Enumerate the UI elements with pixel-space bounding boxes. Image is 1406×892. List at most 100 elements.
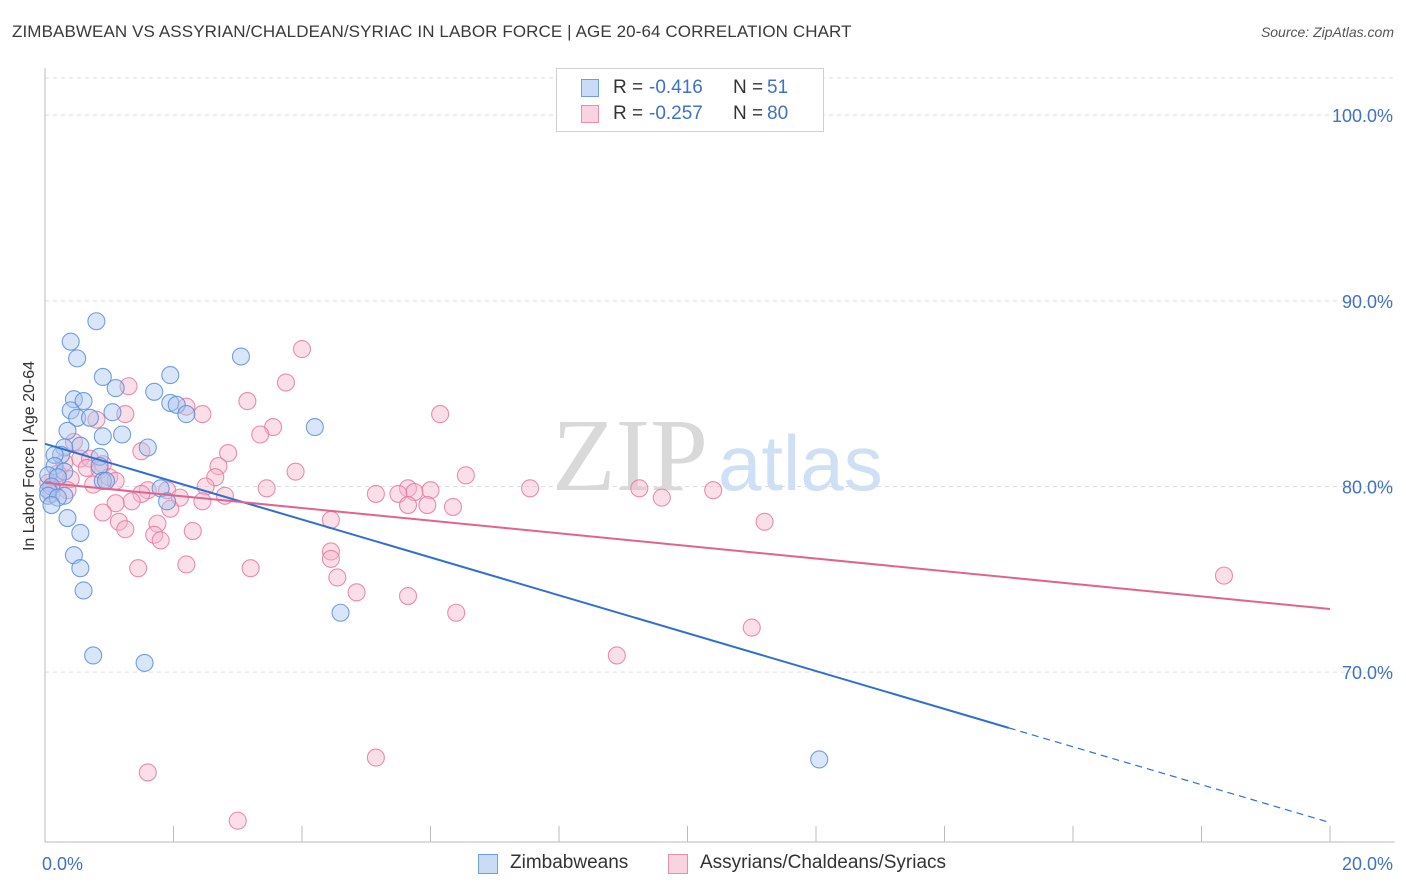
point-assyrian bbox=[431, 405, 450, 424]
gridlines bbox=[45, 77, 1395, 673]
point-assyrian bbox=[193, 492, 212, 511]
bottom-legend-label: Zimbabweans bbox=[510, 852, 629, 873]
point-assyrian bbox=[418, 496, 437, 515]
tick-labels: 100.0% 90.0% 80.0% 70.0% 0.0% 20.0% bbox=[42, 106, 1393, 874]
point-zimbabwean bbox=[161, 393, 180, 412]
watermark: ZIP atlas bbox=[552, 398, 883, 513]
point-zimbabwean bbox=[96, 471, 116, 490]
legend-box: R = -0.416 N = 51 R = -0.257 N = 80 bbox=[556, 68, 824, 132]
point-zimbabwean bbox=[231, 347, 251, 366]
point-zimbabwean bbox=[177, 405, 196, 424]
legend-n-label: N = bbox=[733, 103, 764, 124]
point-assyrian bbox=[321, 549, 340, 568]
point-zimbabwean bbox=[84, 646, 103, 665]
point-zimbabwean bbox=[158, 492, 177, 511]
point-assyrian bbox=[116, 520, 135, 539]
legend-r-label: R = bbox=[613, 77, 644, 98]
point-assyrian bbox=[241, 559, 260, 578]
x-tick-label: 0.0% bbox=[42, 854, 83, 874]
point-assyrian bbox=[257, 479, 276, 498]
point-assyrian bbox=[607, 646, 626, 665]
point-zimbabwean bbox=[93, 427, 112, 446]
point-assyrian bbox=[456, 466, 475, 485]
point-zimbabwean bbox=[39, 481, 58, 500]
points-layer bbox=[39, 312, 1234, 830]
point-assyrian bbox=[193, 405, 212, 424]
point-zimbabwean bbox=[68, 408, 87, 427]
point-zimbabwean bbox=[55, 486, 74, 505]
point-zimbabwean bbox=[74, 581, 93, 600]
point-assyrian bbox=[87, 410, 106, 429]
point-zimbabwean bbox=[113, 425, 132, 444]
point-zimbabwean bbox=[167, 395, 186, 414]
legend-r-label: R = bbox=[613, 103, 644, 124]
chart-title: ZIMBABWEAN VS ASSYRIAN/CHALDEAN/SYRIAC I… bbox=[12, 22, 852, 41]
point-assyrian bbox=[630, 479, 649, 498]
point-zimbabwean bbox=[45, 457, 64, 476]
point-assyrian bbox=[206, 468, 225, 487]
point-zimbabwean bbox=[71, 523, 90, 542]
point-assyrian bbox=[219, 444, 238, 463]
point-zimbabwean bbox=[93, 367, 112, 386]
point-zimbabwean bbox=[106, 379, 125, 398]
legend-r-value: -0.257 bbox=[649, 103, 703, 124]
point-zimbabwean bbox=[74, 392, 93, 411]
y-tick-label: 100.0% bbox=[1332, 106, 1393, 126]
legend-swatch-pink bbox=[581, 105, 599, 123]
point-assyrian bbox=[238, 392, 257, 411]
bottom-legend-swatch-pink bbox=[668, 854, 688, 874]
trendline-zimbabweans bbox=[44, 442, 1010, 729]
source-label: Source: ZipAtlas.com bbox=[1260, 24, 1394, 40]
point-assyrian bbox=[321, 542, 340, 561]
point-assyrian bbox=[276, 373, 295, 392]
y-tick-label: 70.0% bbox=[1342, 663, 1393, 683]
point-assyrian bbox=[447, 603, 466, 622]
point-zimbabwean bbox=[138, 438, 157, 457]
point-zimbabwean bbox=[80, 408, 100, 427]
legend-swatch-blue bbox=[581, 79, 599, 97]
point-zimbabwean bbox=[161, 366, 180, 385]
point-assyrian bbox=[521, 479, 540, 498]
legend-n-value: 80 bbox=[767, 103, 789, 124]
legend-n-label: N = bbox=[733, 77, 764, 98]
point-assyrian bbox=[209, 457, 228, 476]
bottom-legend-swatch-blue bbox=[478, 854, 498, 874]
point-assyrian bbox=[398, 586, 418, 606]
point-zimbabwean bbox=[87, 312, 106, 331]
point-assyrian bbox=[151, 531, 170, 550]
point-assyrian bbox=[366, 748, 385, 767]
point-assyrian bbox=[228, 811, 247, 830]
point-assyrian bbox=[177, 555, 196, 574]
y-tick-label: 80.0% bbox=[1342, 477, 1393, 497]
axes bbox=[44, 68, 1395, 843]
point-zimbabwean bbox=[48, 468, 67, 487]
legend-r-value: -0.416 bbox=[649, 77, 703, 98]
point-zimbabwean bbox=[58, 509, 77, 528]
point-assyrian bbox=[129, 559, 148, 578]
point-zimbabwean bbox=[135, 653, 154, 672]
legend-n-value: 51 bbox=[767, 77, 789, 98]
legend-row-zimbabweans: R = -0.416 N = 51 bbox=[557, 75, 823, 101]
point-assyrian bbox=[742, 618, 761, 637]
point-zimbabwean bbox=[58, 421, 77, 440]
point-zimbabwean bbox=[331, 603, 350, 622]
x-tick-label: 20.0% bbox=[1342, 854, 1393, 874]
point-assyrian bbox=[183, 522, 202, 541]
point-assyrian bbox=[109, 512, 128, 531]
point-assyrian bbox=[292, 340, 312, 359]
point-assyrian bbox=[106, 494, 125, 513]
legend-row-assyrians: R = -0.257 N = 80 bbox=[557, 101, 823, 127]
point-assyrian bbox=[328, 568, 347, 587]
point-zimbabwean bbox=[48, 488, 67, 507]
point-assyrian bbox=[286, 462, 305, 481]
point-zimbabwean bbox=[145, 382, 164, 401]
trendline-zimbabweans-extension bbox=[1008, 727, 1331, 824]
point-assyrian bbox=[704, 481, 723, 500]
watermark-zip: ZIP bbox=[552, 398, 708, 513]
point-zimbabwean bbox=[71, 559, 90, 578]
point-zimbabwean bbox=[810, 750, 829, 769]
point-assyrian bbox=[138, 763, 157, 782]
point-zimbabwean bbox=[305, 418, 324, 437]
point-assyrian bbox=[421, 481, 440, 500]
point-assyrian bbox=[347, 583, 366, 602]
